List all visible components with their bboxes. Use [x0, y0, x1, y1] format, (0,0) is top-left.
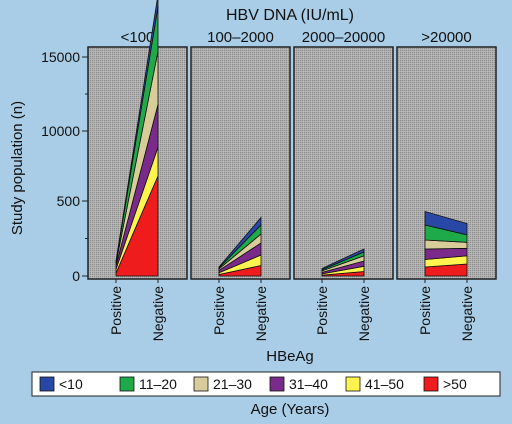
legend-label: >50: [443, 376, 467, 392]
legend-label: 41–50: [365, 376, 404, 392]
legend: <10 11–20 21–30 31–40 41–50 >50: [31, 371, 501, 397]
panel-labels: <100 100–2000 2000–20000 >20000: [121, 29, 472, 46]
y-axis: 0 500 10000 15000: [41, 49, 88, 284]
panel-background: [190, 46, 291, 280]
legend-box: [31, 371, 501, 397]
x-tick-label: Negative: [253, 286, 269, 341]
panel-background: [293, 46, 394, 280]
y-axis-label: Study population (n): [9, 101, 26, 235]
x-tick-label: Positive: [417, 286, 433, 335]
chart-title: HBV DNA (IU/mL): [226, 7, 354, 24]
panel-label: <100: [121, 29, 155, 46]
area-band: [115, 0, 159, 262]
area-band: [424, 210, 468, 236]
x-tick-label: Positive: [314, 286, 330, 335]
panel-label: >20000: [421, 29, 471, 46]
legend-label: <10: [59, 376, 83, 392]
x-tick-label: Negative: [356, 286, 372, 341]
legend-swatch: [269, 376, 285, 392]
area-band: [218, 216, 262, 269]
legend-swatch: [193, 376, 209, 392]
panel-label: 2000–20000: [302, 29, 385, 46]
legend-swatch: [119, 376, 135, 392]
legend-swatch: [423, 376, 439, 392]
x-tick-labels: Positive Negative Positive Negative Positive…: [108, 279, 475, 341]
y-tick-label: 0: [72, 268, 80, 284]
panels: [87, 0, 497, 280]
y-tick-label: 500: [57, 193, 81, 209]
area-band: [321, 248, 365, 271]
legend-label: 11–20: [139, 376, 177, 392]
legend-title: Age (Years): [251, 401, 330, 418]
legend-label: 31–40: [289, 376, 328, 392]
x-axis-label: HBeAg: [266, 348, 314, 365]
x-tick-label: Negative: [150, 286, 166, 341]
panel-label: 100–2000: [207, 29, 274, 46]
x-tick-label: Negative: [459, 286, 475, 341]
y-tick-label: 10000: [41, 123, 80, 139]
x-tick-label: Positive: [108, 286, 124, 335]
legend-swatch: [39, 376, 55, 392]
legend-swatch: [345, 376, 361, 392]
legend-label: 21–30: [213, 376, 252, 392]
x-tick-label: Positive: [211, 286, 227, 335]
y-tick-label: 15000: [41, 49, 80, 65]
